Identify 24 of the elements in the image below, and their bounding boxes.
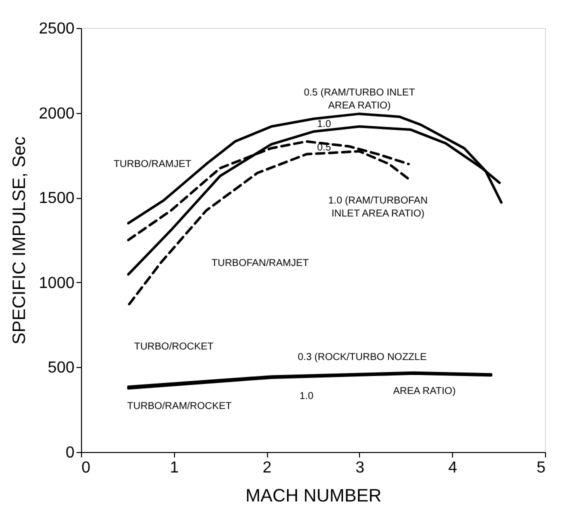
annotation: TURBO/ROCKET [134,341,214,352]
x-tick-label: 2 [262,460,272,476]
x-tick-label: 3 [355,460,364,476]
y-tick-label: 1000 [38,274,75,292]
annotation: TURBO/RAM/ROCKET [127,401,232,412]
x-tick-label: 5 [536,460,546,476]
annotation: AREA RATIO) [393,386,456,397]
x-tick-label: 4 [448,460,458,476]
y-tick-label: 1500 [38,190,75,208]
y-tick-label: 0 [66,444,75,462]
y-tick-label: 500 [48,360,75,377]
x-tick-label: 1 [170,460,179,476]
x-axis-title: MACH NUMBER [245,486,382,506]
x-tick-label: 0 [82,460,90,476]
annotation: 1.0 (RAM/TURBOFAN INLET AREA RATIO) [328,196,428,220]
y-tick-label: 2500 [38,20,75,38]
annotation: TURBO/RAMJET [114,159,192,170]
y-tick-label: 2000 [38,105,75,122]
annotation: 1.0 [300,391,314,402]
annotation: TURBOFAN/RAMJET [211,258,309,269]
annotation: 0.5 (RAM/TURBO INLET AREA RATIO) [304,87,415,112]
annotation: 1.0 [317,118,332,130]
annotation: 0.3 (ROCK/TURBO NOZZLE [298,352,427,364]
y-axis-title: SPECIFIC IMPULSE, Sec [8,136,29,345]
